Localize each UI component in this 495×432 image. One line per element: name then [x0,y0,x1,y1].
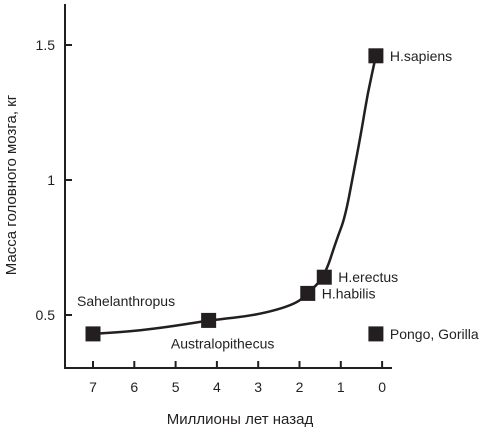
x-tick-label: 4 [213,379,221,395]
x-tick-label: 2 [296,379,304,395]
x-tick-label: 5 [172,379,180,395]
x-ticks: 7 6 5 4 3 2 1 0 [89,361,386,395]
y-tick-label: 0.5 [36,307,56,323]
x-tick-label: 3 [254,379,262,395]
x-tick-label: 6 [130,379,138,395]
data-point-pongo-gorilla [368,326,384,342]
x-tick-label: 1 [337,379,345,395]
data-point-h-erectus [316,269,332,285]
y-axis-label: Масса головного мозга, кг [3,94,20,275]
point-label-sahelanthropus: Sahelanthropus [77,293,175,309]
data-point-h-sapiens [368,48,384,64]
point-label-australopithecus: Australopithecus [171,335,275,351]
point-label-h-erectus: H.erectus [338,269,398,285]
x-tick-label: 0 [378,379,386,395]
data-point-sahelanthropus [85,326,101,342]
point-label-h-sapiens: H.sapiens [390,48,452,64]
data-point-australopithecus [201,312,217,328]
x-tick-label: 7 [89,379,97,395]
x-axis-label: Миллионы лет назад [167,411,314,428]
y-tick-label: 1.5 [36,37,56,53]
point-label-pongo-gorilla: Pongo, Gorilla [390,326,479,342]
y-tick-label: 1 [47,172,55,188]
y-ticks: 0.5 1 1.5 [36,37,72,323]
data-points: SahelanthropusAustralopithecusH.habilisH… [77,48,479,352]
point-label-h-habilis: H.habilis [322,285,376,301]
data-point-h-habilis [300,285,316,301]
